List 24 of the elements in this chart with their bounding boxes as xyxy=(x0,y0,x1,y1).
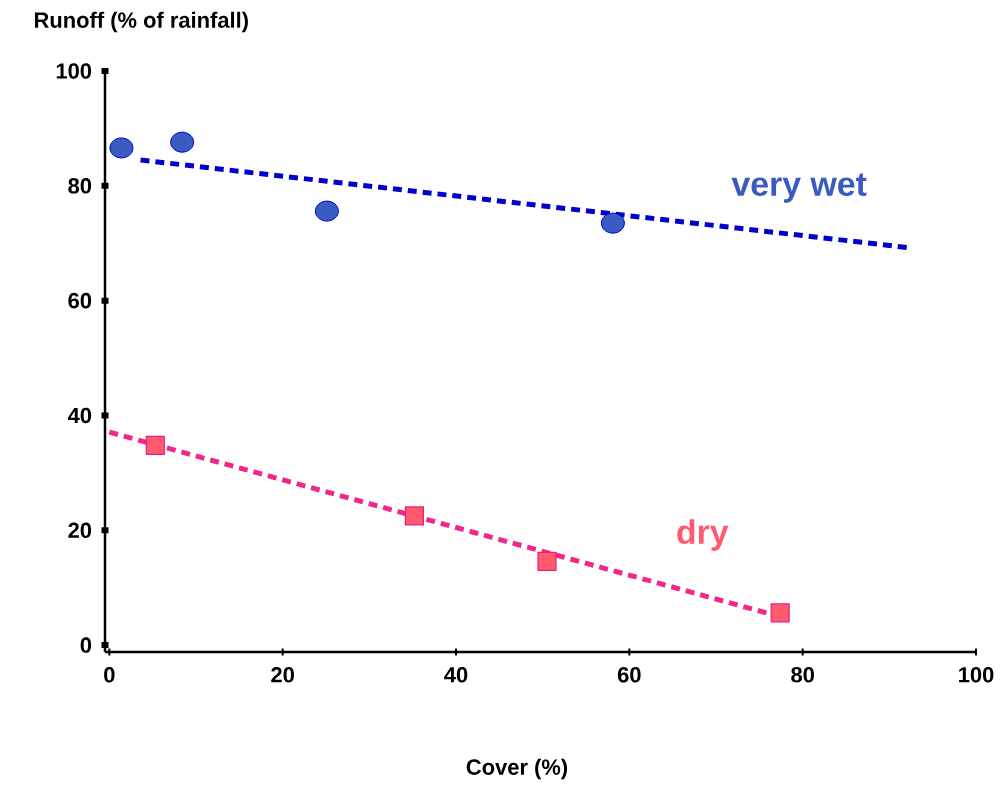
y-tick-label: 0 xyxy=(80,637,92,653)
point xyxy=(170,131,195,153)
point xyxy=(600,212,625,234)
point xyxy=(145,435,165,455)
x-tick-label: 60 xyxy=(617,667,641,683)
text: very wet xyxy=(731,173,867,203)
x-tick-label: 100 xyxy=(959,667,994,683)
point xyxy=(109,137,134,159)
x-tick-label: 20 xyxy=(271,667,294,683)
text: dry xyxy=(677,519,729,551)
y-tick-label: 60 xyxy=(68,292,92,309)
point xyxy=(537,551,557,571)
point xyxy=(404,506,424,526)
y-tick-label: 100 xyxy=(56,63,92,79)
x-tick-label: 0 xyxy=(104,667,115,683)
point xyxy=(770,603,790,623)
x-axis-title: Cover (%) xyxy=(466,758,568,780)
y-tick-label: 80 xyxy=(68,178,92,194)
x-tick-label: 80 xyxy=(791,667,814,683)
y-axis-title: Runoff (% of rainfall) xyxy=(34,11,248,33)
y-tick-label: 20 xyxy=(68,522,92,539)
point xyxy=(314,200,339,222)
y-tick-label: 40 xyxy=(67,407,92,424)
x-tick-label: 40 xyxy=(444,667,468,683)
